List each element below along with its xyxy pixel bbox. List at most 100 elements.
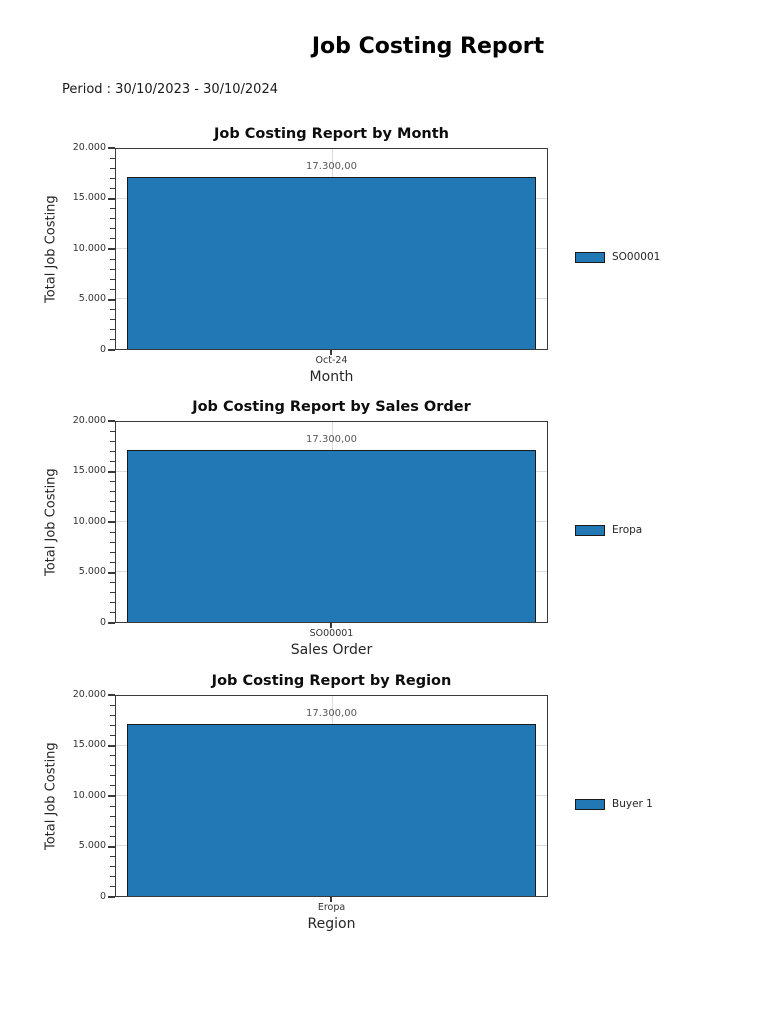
y-minor-tick-mark <box>110 825 115 827</box>
y-minor-tick-mark <box>110 278 115 280</box>
y-tick-label: 0 <box>99 890 106 902</box>
y-minor-tick-mark <box>110 592 115 594</box>
y-minor-tick-mark <box>110 339 115 341</box>
y-tick-label: 15.000 <box>72 192 106 203</box>
y-tick-label: 0 <box>99 616 106 628</box>
y-tick-mark <box>108 420 115 422</box>
legend: SO00001 <box>575 251 660 263</box>
x-axis-title: Month <box>309 369 354 385</box>
y-tick-mark <box>108 896 115 898</box>
y-tick-mark <box>108 622 115 624</box>
x-tick-mark <box>330 897 332 902</box>
y-minor-tick-mark <box>110 886 115 888</box>
y-minor-tick-mark <box>110 785 115 787</box>
x-tick-mark <box>330 350 332 355</box>
y-tick-mark <box>108 571 115 574</box>
bar <box>127 176 536 349</box>
y-minor-tick-mark <box>110 481 115 483</box>
legend: Buyer 1 <box>575 798 653 810</box>
y-minor-tick-mark <box>110 450 115 452</box>
y-minor-tick-mark <box>110 531 115 533</box>
y-minor-tick-mark <box>110 734 115 736</box>
plot-area: 17.300,00 <box>115 421 548 623</box>
y-minor-tick-mark <box>110 724 115 726</box>
plot-area: 17.300,00 <box>115 695 548 897</box>
bar-value-label: 17.300,00 <box>306 160 357 172</box>
chart-title: Job Costing Report by Region <box>211 673 452 689</box>
y-tick-label: 0 <box>99 343 106 355</box>
legend-swatch <box>575 524 605 536</box>
report-period: Period : 30/10/2023 - 30/10/2024 <box>62 82 278 97</box>
y-tick-label: 5.000 <box>78 566 106 577</box>
y-minor-tick-mark <box>110 866 115 868</box>
legend-swatch <box>575 798 605 810</box>
y-minor-tick-mark <box>110 775 115 777</box>
y-minor-tick-mark <box>110 238 115 240</box>
y-tick-mark <box>108 845 115 848</box>
y-minor-tick-mark <box>110 856 115 858</box>
y-minor-tick-mark <box>110 765 115 767</box>
y-tick-mark <box>108 147 115 149</box>
y-tick-label: 5.000 <box>78 293 106 304</box>
bar-value-label: 17.300,00 <box>306 433 357 445</box>
y-minor-tick-mark <box>110 582 115 584</box>
x-axis-title: Region <box>307 916 356 932</box>
x-tick-label: SO00001 <box>309 628 354 639</box>
y-minor-tick-mark <box>110 187 115 189</box>
legend-swatch <box>575 251 605 263</box>
x-tick-mark <box>330 623 332 628</box>
y-minor-tick-mark <box>110 319 115 321</box>
y-minor-tick-mark <box>110 501 115 503</box>
legend-label: SO00001 <box>612 251 661 263</box>
y-minor-tick-mark <box>110 258 115 260</box>
y-minor-tick-mark <box>110 430 115 432</box>
y-minor-tick-mark <box>110 755 115 757</box>
y-tick-label: 20.000 <box>72 141 106 153</box>
y-tick-mark <box>108 248 115 250</box>
y-minor-tick-mark <box>110 561 115 563</box>
y-tick-mark <box>108 795 115 797</box>
y-tick-mark <box>108 349 115 351</box>
x-axis-title: Sales Order <box>290 642 373 658</box>
y-tick-label: 10.000 <box>72 515 106 527</box>
y-tick-mark <box>108 694 115 696</box>
bar-chart-2: Job Costing Report by Sales Order Total J… <box>0 398 768 671</box>
y-minor-tick-mark <box>110 460 115 462</box>
y-tick-label: 15.000 <box>72 465 106 476</box>
y-minor-tick-mark <box>110 218 115 220</box>
y-tick-label: 20.000 <box>72 414 106 426</box>
bar-value-label: 17.300,00 <box>306 707 357 719</box>
y-minor-tick-mark <box>110 329 115 331</box>
y-tick-label: 15.000 <box>72 739 106 750</box>
bar-chart-3: Job Costing Report by Region Total Job Co… <box>0 672 768 945</box>
y-minor-tick-mark <box>110 835 115 837</box>
y-minor-tick-mark <box>110 309 115 311</box>
legend: Eropa <box>575 524 642 536</box>
y-tick-mark <box>108 521 115 523</box>
y-tick-mark <box>108 197 115 200</box>
y-minor-tick-mark <box>110 440 115 442</box>
chart-title: Job Costing Report by Month <box>214 126 449 142</box>
y-tick-label: 5.000 <box>78 840 106 851</box>
y-minor-tick-mark <box>110 167 115 169</box>
y-minor-tick-mark <box>110 541 115 543</box>
y-minor-tick-mark <box>110 288 115 290</box>
legend-label: Buyer 1 <box>612 798 653 810</box>
y-minor-tick-mark <box>110 208 115 210</box>
y-minor-tick-mark <box>110 177 115 179</box>
y-minor-tick-mark <box>110 876 115 878</box>
y-minor-tick-mark <box>110 704 115 706</box>
bar <box>127 723 536 896</box>
y-minor-tick-mark <box>110 228 115 230</box>
y-minor-tick-mark <box>110 551 115 553</box>
y-minor-tick-mark <box>110 511 115 513</box>
y-tick-mark <box>108 744 115 747</box>
y-minor-tick-mark <box>110 268 115 270</box>
y-minor-tick-mark <box>110 491 115 493</box>
y-minor-tick-mark <box>110 805 115 807</box>
report-title: Job Costing Report <box>311 34 545 59</box>
bar <box>127 449 536 622</box>
legend-label: Eropa <box>612 524 643 536</box>
y-tick-label: 20.000 <box>72 688 106 700</box>
